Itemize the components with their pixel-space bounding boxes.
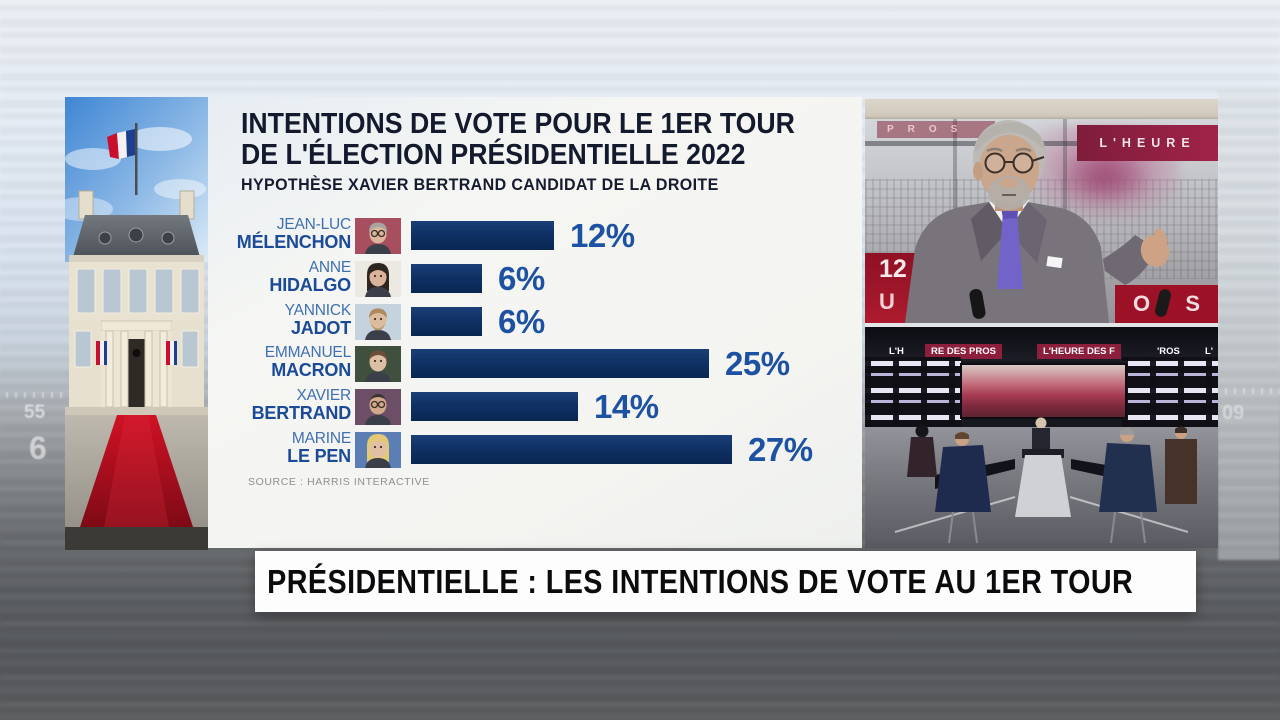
- candidate-name: MARINE LE PEN: [208, 431, 351, 466]
- candidate-row: YANNICK JADOT 6%: [208, 301, 862, 343]
- candidate-name: ANNE HIDALGO: [208, 258, 351, 295]
- background-right-streaks: [1218, 90, 1280, 560]
- candidate-last-name: JADOT: [290, 317, 351, 338]
- poll-bars-area: JEAN-LUC MÉLENCHON 12% ANNE HIDALGO 6% YANNICK…: [208, 97, 862, 548]
- candidate-last-name: MACRON: [271, 360, 351, 381]
- portrait-lepen: [355, 432, 401, 468]
- brand-partial-o: O: [1133, 291, 1151, 316]
- candidate-name: XAVIER BERTRAND: [208, 387, 352, 424]
- studio-ceiling: [865, 99, 1218, 119]
- portrait-melenchon: [355, 218, 401, 254]
- chart-title-line1: INTENTIONS DE VOTE POUR LE 1ER TOUR: [241, 108, 795, 140]
- wall-banner-l: L': [1205, 346, 1214, 357]
- candidate-last-name: BERTRAND: [251, 403, 352, 424]
- candidate-first-name: MARINE: [291, 430, 351, 447]
- letter-badge: U: [879, 289, 895, 314]
- candidate-row: ANNE HIDALGO 6%: [208, 258, 862, 300]
- background-tickmarks-right: [1216, 388, 1280, 394]
- candidate-last-name: LE PEN: [287, 446, 351, 466]
- poll-bar: [411, 306, 482, 336]
- candidate-name: YANNICK JADOT: [208, 301, 352, 338]
- lower-third-banner: PRÉSIDENTIELLE : LES INTENTIONS DE VOTE …: [255, 551, 1196, 612]
- wall-banner-lh: L'H: [889, 346, 904, 357]
- poll-value: 25%: [725, 345, 790, 383]
- candidate-first-name: YANNICK: [284, 301, 352, 319]
- poll-value: 6%: [498, 259, 545, 297]
- brand-partial-s: S: [1185, 291, 1200, 316]
- hour-badge: 12: [879, 255, 907, 283]
- poll-value: 12%: [570, 217, 635, 254]
- poll-chart-panel: INTENTIONS DE VOTE POUR LE 1ER TOUR DE L…: [208, 97, 862, 548]
- candidate-row: MARINE LE PEN 27%: [208, 429, 862, 471]
- video-feed-presenter: PROS L'HEURE 12 U O S: [865, 99, 1218, 323]
- poll-bar: [411, 435, 732, 464]
- brand-lheure-banner: L'HEURE: [1077, 125, 1218, 161]
- candidate-name: EMMANUEL MACRON: [208, 345, 351, 380]
- candidate-row: EMMANUEL MACRON 25%: [208, 343, 862, 385]
- poll-bar: [411, 349, 709, 379]
- lower-third-headline: PRÉSIDENTIELLE : LES INTENTIONS DE VOTE …: [267, 563, 1134, 600]
- candidate-row: XAVIER BERTRAND 14%: [208, 386, 862, 428]
- candidate-first-name: EMMANUEL: [264, 344, 351, 362]
- poll-value: 27%: [748, 431, 813, 468]
- portrait-bertrand: [355, 389, 401, 426]
- background-tickmarks-left: [6, 392, 62, 398]
- chart-source: SOURCE : HARRIS INTERACTIVE: [248, 476, 430, 488]
- studio-wall-screen: [960, 363, 1127, 419]
- portrait-jadot: [355, 303, 401, 340]
- background-number-09: 09: [1222, 402, 1245, 424]
- poll-value: 14%: [594, 388, 659, 426]
- chart-title: INTENTIONS DE VOTE POUR LE 1ER TOUR DE L…: [241, 109, 795, 171]
- elysee-palace-photo: [65, 97, 208, 550]
- candidate-first-name: XAVIER: [296, 387, 351, 405]
- candidate-last-name: MÉLENCHON: [236, 232, 351, 252]
- candidate-name: JEAN-LUC MÉLENCHON: [208, 217, 351, 252]
- poll-bar: [411, 221, 554, 250]
- brand-partial-pros: PROS: [877, 121, 995, 138]
- candidate-last-name: HIDALGO: [269, 274, 351, 295]
- presenter-illustration: [905, 120, 1171, 323]
- candidate-row: JEAN-LUC MÉLENCHON 12%: [208, 215, 862, 257]
- chart-title-line2: DE L'ÉLECTION PRÉSIDENTIELLE 2022: [241, 139, 746, 171]
- wall-banner-ros: 'ROS: [1157, 346, 1180, 357]
- poll-bar: [411, 392, 578, 422]
- poll-bar: [411, 263, 482, 293]
- background-number-6: 6: [29, 430, 47, 466]
- poll-value: 6%: [498, 302, 545, 340]
- portrait-macron: [355, 346, 401, 383]
- background-number-55: 55: [24, 402, 46, 423]
- video-feed-studio: L'H RE DES PROS L'HEURE DES F 'ROS L': [865, 323, 1218, 548]
- wall-banner-lheuredesf: L'HEURE DES F: [1037, 344, 1121, 359]
- elysee-palace-illustration: [65, 97, 208, 550]
- studio-panel-illustration: [894, 417, 1197, 544]
- candidate-first-name: JEAN-LUC: [276, 216, 351, 233]
- candidate-first-name: ANNE: [308, 258, 351, 276]
- chart-subtitle: HYPOTHÈSE XAVIER BERTRAND CANDIDAT DE LA…: [241, 176, 719, 194]
- portrait-hidalgo: [355, 260, 401, 297]
- wall-banner-redespros: RE DES PROS: [925, 344, 1002, 359]
